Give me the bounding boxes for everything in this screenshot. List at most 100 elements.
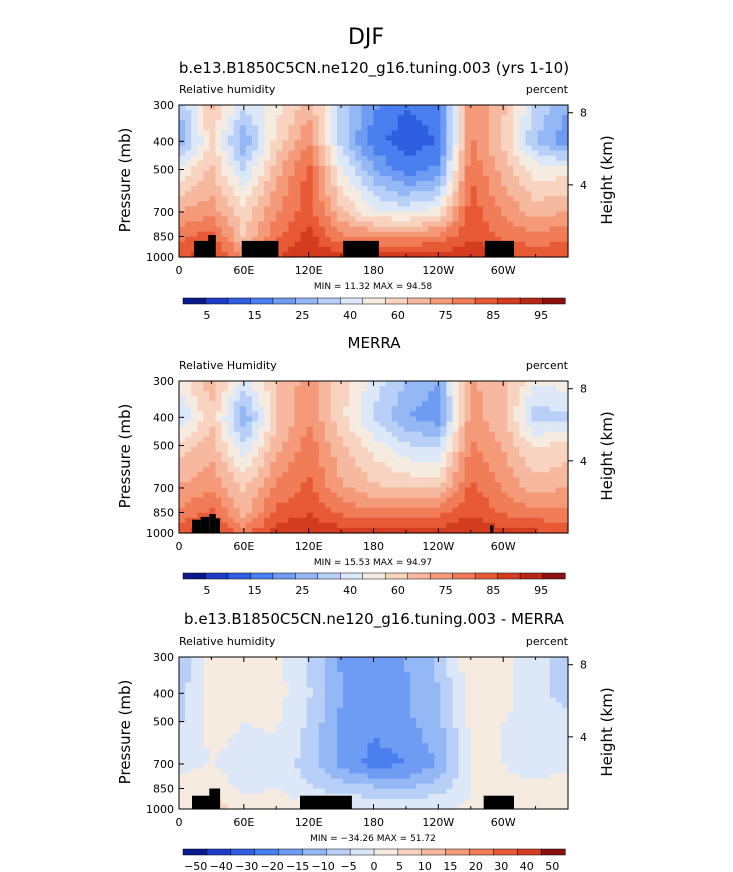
field-cell xyxy=(306,110,314,116)
field-cell xyxy=(306,687,314,694)
field-cell xyxy=(531,722,539,729)
field-cell xyxy=(203,120,210,126)
field-cell xyxy=(428,251,435,258)
field-cell xyxy=(288,672,296,678)
field-cell xyxy=(495,135,502,142)
field-cell xyxy=(227,201,235,207)
field-cell xyxy=(543,722,551,729)
field-cell xyxy=(300,186,308,192)
field-cell xyxy=(507,482,514,488)
field-cell xyxy=(215,512,223,519)
field-cell xyxy=(282,186,290,192)
field-cell xyxy=(294,457,302,463)
field-cell xyxy=(221,451,229,458)
field-cell xyxy=(391,482,399,488)
field-cell xyxy=(416,657,423,663)
field-cell xyxy=(507,662,514,668)
field-cell xyxy=(294,386,302,392)
field-cell xyxy=(318,186,326,192)
field-cell xyxy=(476,707,484,714)
field-cell xyxy=(233,707,241,714)
field-cell xyxy=(227,211,235,218)
field-cell xyxy=(239,381,247,387)
field-cell xyxy=(501,386,508,392)
field-cell xyxy=(306,436,314,443)
field-cell xyxy=(531,682,539,688)
field-cell xyxy=(349,677,356,683)
field-cell xyxy=(452,507,460,514)
field-cell xyxy=(276,130,283,136)
field-cell xyxy=(482,517,490,524)
field-cell xyxy=(458,707,466,714)
field-cell xyxy=(555,472,563,478)
field-cell xyxy=(300,697,308,704)
field-cell xyxy=(513,727,520,734)
field-cell xyxy=(324,165,332,172)
field-cell xyxy=(434,727,441,734)
field-cell xyxy=(397,462,405,468)
field-cell xyxy=(318,507,326,514)
field-cell xyxy=(282,512,290,519)
field-cell xyxy=(203,677,210,683)
field-cell xyxy=(428,150,435,157)
field-cell xyxy=(233,497,241,504)
field-cell xyxy=(294,160,302,167)
field-cell xyxy=(416,517,423,524)
field-cell xyxy=(330,517,338,524)
field-cell xyxy=(367,707,375,714)
field-cell xyxy=(233,406,241,412)
field-cell xyxy=(428,160,435,167)
field-cell xyxy=(251,181,259,187)
colorbar-label: 5 xyxy=(203,309,210,322)
field-cell xyxy=(391,186,399,192)
field-cell xyxy=(531,165,539,172)
field-cell xyxy=(306,251,314,258)
field-cell xyxy=(264,140,271,147)
field-cell xyxy=(422,451,429,458)
field-cell xyxy=(513,186,520,192)
field-cell xyxy=(428,497,435,504)
field-cell xyxy=(324,231,332,238)
field-cell xyxy=(422,241,429,248)
field-cell xyxy=(337,512,344,519)
y2-ticks: 84 xyxy=(568,383,587,468)
field-cell xyxy=(434,722,441,729)
field-cell xyxy=(349,507,356,514)
field-cell xyxy=(422,492,429,499)
field-cell xyxy=(355,687,362,694)
field-cell xyxy=(507,492,514,499)
field-cell xyxy=(531,517,539,524)
field-cell xyxy=(416,687,423,694)
field-cell xyxy=(185,687,192,694)
field-cell xyxy=(519,667,527,673)
field-cell xyxy=(251,216,259,223)
field-cell xyxy=(428,411,435,418)
field-cell xyxy=(391,517,399,524)
field-cell xyxy=(537,186,545,192)
field-cell xyxy=(440,191,448,197)
field-cell xyxy=(179,507,186,514)
field-cell xyxy=(209,662,217,668)
field-cell xyxy=(495,201,502,207)
field-cell xyxy=(549,216,557,223)
field-cell xyxy=(355,411,362,418)
field-cell xyxy=(270,502,277,509)
field-cell xyxy=(215,406,223,412)
field-cell xyxy=(397,155,405,162)
field-cell xyxy=(185,522,192,529)
field-cell xyxy=(519,687,527,694)
field-cell xyxy=(476,165,484,172)
field-cell xyxy=(409,441,417,448)
field-cell xyxy=(379,467,387,473)
field-cell xyxy=(318,682,326,688)
field-cell xyxy=(470,196,478,202)
field-cell xyxy=(525,692,533,699)
field-cell xyxy=(312,170,320,177)
field-cell xyxy=(561,120,569,126)
field-cell xyxy=(337,165,344,172)
field-cell xyxy=(367,175,375,182)
field-cell xyxy=(288,687,296,694)
field-cell xyxy=(288,381,296,387)
field-cell xyxy=(379,662,387,668)
field-cell xyxy=(227,482,235,488)
